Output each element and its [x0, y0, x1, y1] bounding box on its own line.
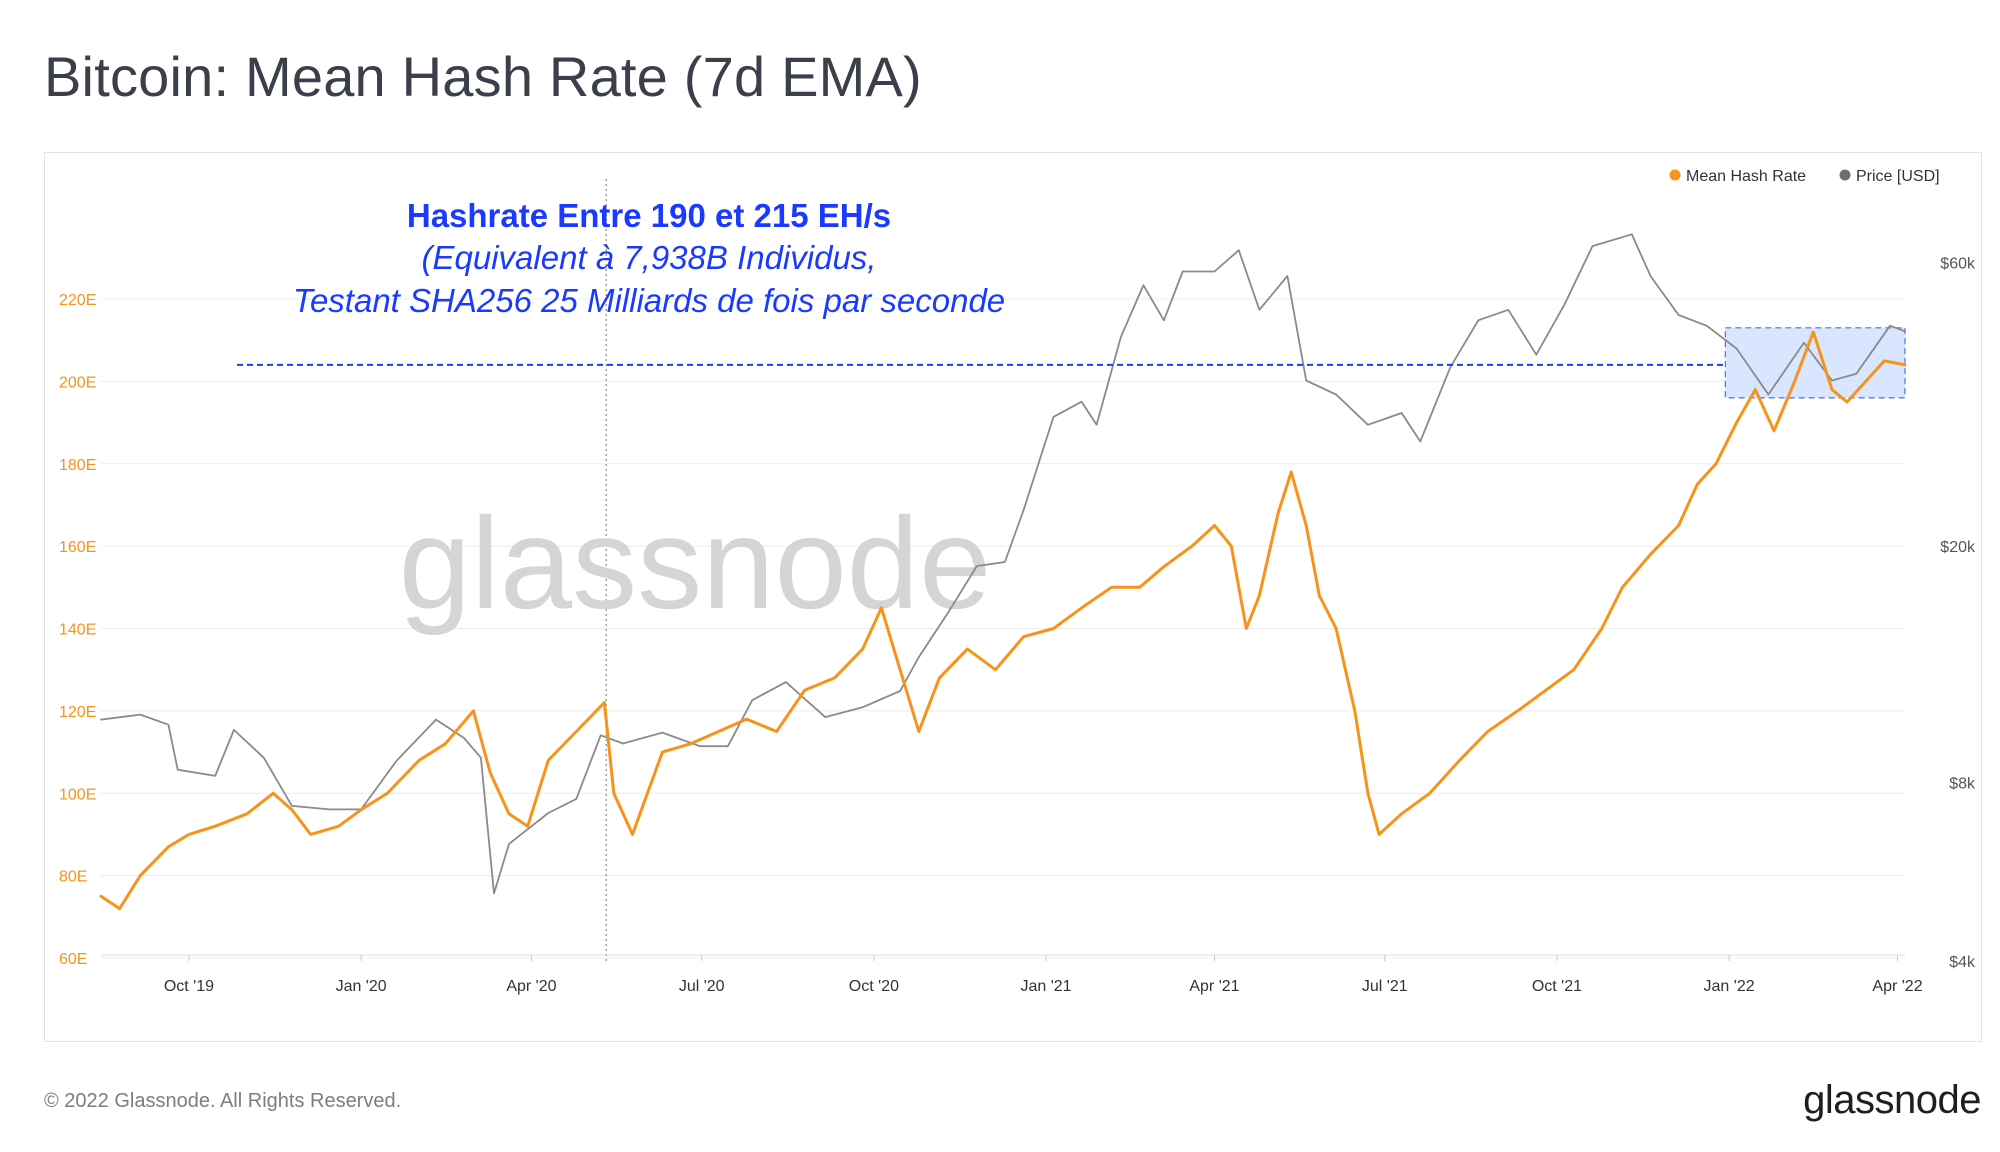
y-left-tick-label: 180E — [59, 457, 96, 474]
series-mean-hash-rate — [99, 330, 1907, 911]
legend-label: Price [USD] — [1856, 168, 1940, 185]
y-left-tick-label: 100E — [59, 786, 96, 803]
footer-copyright: © 2022 Glassnode. All Rights Reserved. — [44, 1090, 402, 1112]
series-layer — [99, 233, 1907, 911]
annotation-layer: Hashrate Entre 190 et 215 EH/s (Equivale… — [237, 197, 1726, 366]
y-left-tick-label: 200E — [59, 374, 96, 391]
y-left-tick-label: 120E — [59, 704, 96, 721]
footer-logo: glassnode — [1803, 1078, 1981, 1122]
y-left-tick-label: 220E — [59, 292, 96, 309]
x-tick-label: Apr '20 — [506, 978, 556, 995]
y-right-tick-label: $20k — [1940, 539, 1976, 556]
chart-svg: glassnode Hashrate Entre 190 et 215 EH/s… — [59, 168, 1976, 995]
x-tick-label: Jan '21 — [1020, 978, 1071, 995]
legend-marker — [1839, 169, 1851, 181]
x-tick-label: Apr '21 — [1189, 978, 1239, 995]
x-tick-label: Oct '21 — [1532, 978, 1582, 995]
annotation-line-1: Hashrate Entre 190 et 215 EH/s — [407, 197, 891, 234]
legend-label: Mean Hash Rate — [1686, 168, 1806, 185]
y-right-tick-label: $8k — [1949, 775, 1976, 792]
y-right-tick-label: $60k — [1940, 256, 1976, 273]
y-left-tick-label: 140E — [59, 622, 96, 639]
series-price-usd — [100, 233, 1906, 895]
annotation-line-3: Testant SHA256 25 Milliards de fois par … — [293, 282, 1005, 319]
x-tick-label: Jan '20 — [336, 978, 387, 995]
watermark: glassnode — [399, 490, 992, 636]
annotation-line-2: (Equivalent à 7,938B Individus, — [422, 239, 877, 276]
grid-layer — [101, 179, 1905, 963]
x-tick-label: Jan '22 — [1704, 978, 1755, 995]
y-left-tick-label: 160E — [59, 539, 96, 556]
legend: Mean Hash Rate Price [USD] — [1669, 168, 1940, 185]
x-tick-label: Jul '21 — [1362, 978, 1408, 995]
axis-layer: 60E 80E 100E 120E 140E 160E 180E 200E 220E $4k $8k… — [59, 256, 1976, 995]
page-title: Bitcoin: Mean Hash Rate (7d EMA) — [44, 45, 922, 108]
x-tick-label: Jul '20 — [679, 978, 725, 995]
y-left-tick-label: 60E — [59, 951, 87, 968]
y-left-tick-label: 80E — [59, 869, 87, 886]
legend-marker — [1669, 169, 1681, 181]
x-tick-label: Oct '19 — [164, 978, 214, 995]
chart-panel: glassnode Hashrate Entre 190 et 215 EH/s… — [44, 152, 1982, 1042]
x-tick-label: Apr '22 — [1872, 978, 1922, 995]
y-right-tick-label: $4k — [1949, 954, 1976, 971]
x-tick-label: Oct '20 — [849, 978, 899, 995]
